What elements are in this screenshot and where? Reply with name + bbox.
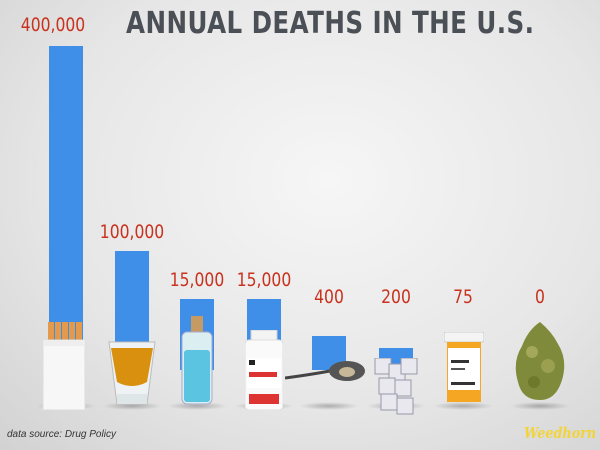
logo: Weedhorn bbox=[524, 424, 597, 442]
value-label: 15,000 bbox=[236, 269, 292, 291]
bar-0 bbox=[49, 46, 83, 370]
data-source-note: data source: Drug Policy bbox=[7, 429, 116, 440]
cannabis-bud-icon bbox=[512, 322, 568, 402]
object-shadow bbox=[510, 402, 570, 410]
object-shadow bbox=[167, 402, 227, 410]
value-label: 100,000 bbox=[99, 221, 165, 243]
pain-reliever-bottle-icon bbox=[244, 329, 284, 411]
sugar-cube-icon bbox=[373, 357, 419, 418]
object-shadow bbox=[102, 402, 162, 410]
value-label: 200 bbox=[381, 286, 411, 308]
object-shadow bbox=[433, 402, 493, 410]
crystal-vial-icon bbox=[180, 316, 214, 406]
spoon-icon bbox=[284, 358, 365, 388]
shot-glass-icon bbox=[107, 340, 157, 408]
cigarette-pack-icon bbox=[40, 320, 88, 411]
value-label: 75 bbox=[453, 286, 473, 308]
object-shadow bbox=[299, 402, 359, 410]
value-label: 400 bbox=[314, 286, 344, 308]
prescription-bottle-icon bbox=[443, 331, 485, 402]
chart-title: ANNUAL DEATHS IN THE U.S. bbox=[126, 6, 535, 41]
value-label: 400,000 bbox=[20, 14, 86, 36]
value-label: 0 bbox=[535, 286, 545, 308]
value-label: 15,000 bbox=[169, 269, 225, 291]
